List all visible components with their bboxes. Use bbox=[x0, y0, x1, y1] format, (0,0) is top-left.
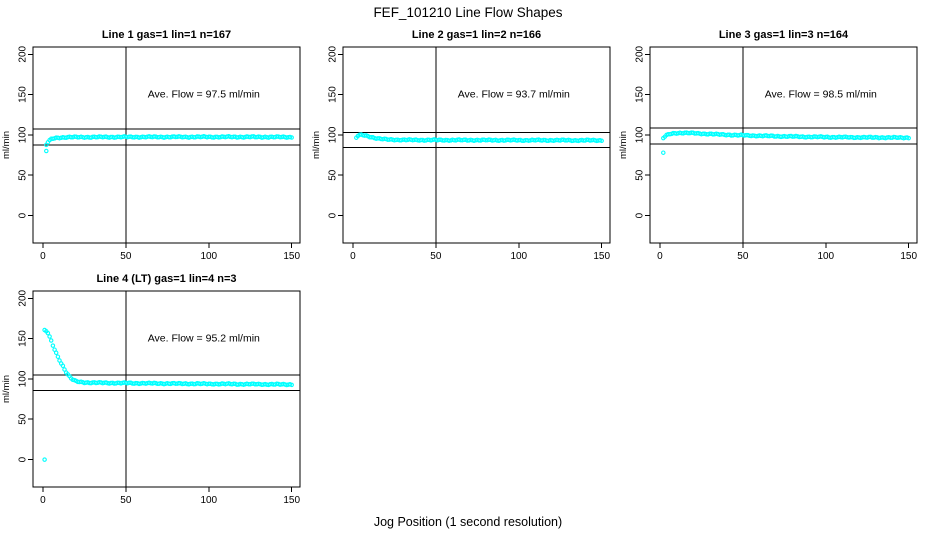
y-tick-label: 200 bbox=[635, 45, 646, 62]
y-tick-label: 200 bbox=[328, 45, 339, 62]
data-series bbox=[44, 134, 294, 154]
subplot-line-1: 0 50 100 150 0 50 100 150 200 ml/min Line 1 gas=1 … bbox=[1, 29, 301, 262]
y-tick-label: 150 bbox=[328, 86, 339, 103]
y-tick-label: 150 bbox=[18, 86, 29, 103]
data-point bbox=[60, 363, 66, 369]
x-tick-label: 150 bbox=[593, 251, 610, 262]
y-tick-label: 100 bbox=[328, 126, 339, 143]
ave-flow-annotation: Ave. Flow = 93.7 ml/min bbox=[458, 89, 570, 101]
y-tick-label: 50 bbox=[328, 169, 339, 181]
data-point bbox=[289, 135, 294, 140]
subplot-line-2: 0 50 100 150 0 50 100 150 200 ml/min Line 2 gas=1 … bbox=[311, 29, 611, 262]
subplots-group: 0 50 100 150 0 50 100 150 200 ml/min Line 1 gas=1 … bbox=[1, 29, 918, 506]
data-point bbox=[50, 343, 56, 348]
data-point bbox=[599, 138, 604, 144]
subplot-line-3: 0 50 100 150 0 50 100 150 200 ml/min Line 3 gas=1 … bbox=[618, 29, 918, 262]
y-tick-label: 50 bbox=[18, 169, 29, 181]
y-tick-label: 0 bbox=[18, 212, 29, 218]
subplot-line-4: 0 50 100 150 0 50 100 150 200 ml/min Line 4 (LT) g… bbox=[1, 273, 301, 506]
data-point bbox=[48, 338, 54, 343]
figure-title: FEF_101210 Line Flow Shapes bbox=[373, 5, 562, 20]
subplot-title: Line 2 gas=1 lin=2 n=166 bbox=[412, 29, 541, 41]
x-tick-label: 50 bbox=[430, 251, 442, 262]
plot-border bbox=[342, 46, 611, 244]
y-tick-label: 150 bbox=[635, 86, 646, 103]
x-tick-label: 150 bbox=[283, 251, 300, 262]
x-tick-label: 50 bbox=[120, 251, 132, 262]
x-axis-label: Jog Position (1 second resolution) bbox=[374, 515, 562, 529]
data-point bbox=[42, 457, 47, 462]
y-tick-label: 150 bbox=[18, 330, 29, 347]
y-tick-label: 200 bbox=[18, 45, 29, 62]
x-tick-label: 0 bbox=[350, 251, 356, 262]
data-point bbox=[53, 350, 59, 356]
subplot-title: Line 1 gas=1 lin=1 n=167 bbox=[102, 29, 231, 41]
x-tick-label: 50 bbox=[737, 251, 749, 262]
data-point bbox=[906, 135, 911, 141]
data-series bbox=[42, 327, 294, 462]
y-tick-label: 200 bbox=[18, 289, 29, 306]
data-point bbox=[661, 150, 666, 155]
subplot-title: Line 4 (LT) gas=1 lin=4 n=3 bbox=[96, 273, 236, 285]
data-point bbox=[47, 334, 52, 339]
data-series bbox=[661, 130, 911, 155]
x-tick-label: 150 bbox=[900, 251, 917, 262]
x-tick-label: 100 bbox=[817, 251, 834, 262]
y-tick-label: 50 bbox=[18, 413, 29, 425]
subplot-title: Line 3 gas=1 lin=3 n=164 bbox=[719, 29, 849, 41]
x-tick-label: 150 bbox=[283, 495, 300, 506]
plot-border bbox=[32, 290, 301, 488]
y-tick-label: 100 bbox=[18, 126, 29, 143]
y-axis-label: ml/min bbox=[618, 131, 629, 159]
x-tick-label: 0 bbox=[40, 251, 46, 262]
y-tick-label: 0 bbox=[328, 212, 339, 218]
data-point bbox=[55, 354, 61, 359]
x-tick-label: 50 bbox=[120, 495, 132, 506]
x-tick-label: 100 bbox=[510, 251, 527, 262]
ave-flow-annotation: Ave. Flow = 98.5 ml/min bbox=[765, 89, 877, 101]
ave-flow-annotation: Ave. Flow = 95.2 ml/min bbox=[148, 333, 260, 345]
x-tick-label: 100 bbox=[200, 251, 217, 262]
y-tick-label: 100 bbox=[18, 370, 29, 387]
y-axis-label: ml/min bbox=[1, 131, 12, 159]
y-axis-label: ml/min bbox=[311, 131, 322, 159]
data-series bbox=[354, 132, 604, 144]
data-point bbox=[45, 330, 51, 336]
y-tick-label: 100 bbox=[635, 126, 646, 143]
data-point bbox=[44, 148, 49, 154]
y-tick-label: 0 bbox=[18, 456, 29, 462]
x-tick-label: 100 bbox=[200, 495, 217, 506]
plot-border bbox=[649, 46, 918, 244]
y-tick-label: 50 bbox=[635, 169, 646, 181]
x-tick-label: 0 bbox=[40, 495, 46, 506]
y-axis-label: ml/min bbox=[1, 375, 12, 403]
y-tick-label: 0 bbox=[635, 212, 646, 218]
data-point bbox=[289, 382, 294, 388]
ave-flow-annotation: Ave. Flow = 97.5 ml/min bbox=[148, 89, 260, 101]
x-tick-label: 0 bbox=[657, 251, 663, 262]
